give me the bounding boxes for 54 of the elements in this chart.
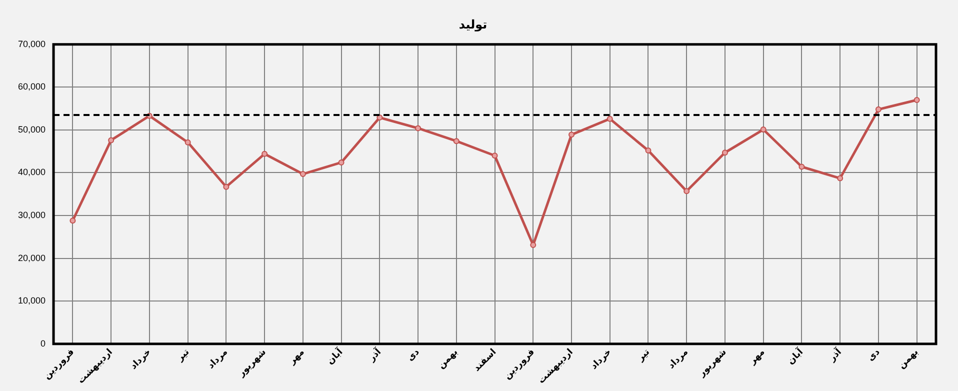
point xyxy=(722,150,728,156)
x-tick-label: دی xyxy=(866,347,882,364)
x-tick-label: فروردین xyxy=(42,347,77,382)
x-tick-label: شهریور xyxy=(236,347,268,380)
x-tick-label: آبان xyxy=(324,345,346,367)
point xyxy=(184,139,191,146)
y-tick-label: 50,000 xyxy=(18,124,46,134)
y-tick-label: 0 xyxy=(40,338,46,348)
point xyxy=(300,171,306,178)
y-tick-label: 10,000 xyxy=(18,296,46,306)
y-tick-label: 70,000 xyxy=(18,38,46,49)
x-tick-label: آذر xyxy=(826,345,844,364)
point xyxy=(108,137,114,144)
point xyxy=(453,138,460,144)
x-tick-label: مرداد xyxy=(206,347,230,372)
x-tick-label: اسفند xyxy=(472,347,499,374)
point xyxy=(262,150,268,157)
x-tick-label: اردیبهشت xyxy=(76,347,115,386)
x-tick-label: مهر xyxy=(286,347,307,368)
chart-title: تولید xyxy=(458,17,488,32)
point xyxy=(338,159,344,166)
point xyxy=(606,116,613,122)
y-tick-label: 60,000 xyxy=(18,82,46,92)
x-tick-label: تیر xyxy=(174,347,192,364)
point xyxy=(645,147,652,154)
x-tick-label: آبان xyxy=(784,345,806,367)
y-tick-label: 30,000 xyxy=(18,210,46,220)
point xyxy=(837,175,844,182)
x-tick-label: مهر xyxy=(747,347,768,368)
x-tick-label: اردیبهشت xyxy=(536,347,576,386)
point xyxy=(568,132,574,138)
point xyxy=(492,152,498,159)
point xyxy=(376,114,383,121)
x-tick-label: دی xyxy=(406,347,422,364)
point xyxy=(914,97,920,104)
x-tick-label: تیر xyxy=(635,347,652,364)
y-tick-label: 40,000 xyxy=(18,167,46,178)
x-tick-label: خرداد xyxy=(128,347,154,372)
point xyxy=(684,188,690,194)
point xyxy=(760,126,766,133)
point xyxy=(70,218,76,224)
x-tick-label: بهمن xyxy=(436,347,460,372)
x-tick-label: شهریور xyxy=(696,347,729,380)
x-tick-label: فروردین xyxy=(502,347,537,382)
x-tick-label: مرداد xyxy=(666,347,690,372)
x-tick-label: آذر xyxy=(365,345,384,364)
point xyxy=(798,164,805,170)
point xyxy=(875,106,882,112)
y-tick-label: 20,000 xyxy=(18,252,46,263)
x-tick-label: بهمن xyxy=(896,347,921,372)
x-tick-label: خرداد xyxy=(589,347,614,372)
point xyxy=(415,125,422,132)
point xyxy=(530,242,536,248)
point xyxy=(223,184,230,190)
